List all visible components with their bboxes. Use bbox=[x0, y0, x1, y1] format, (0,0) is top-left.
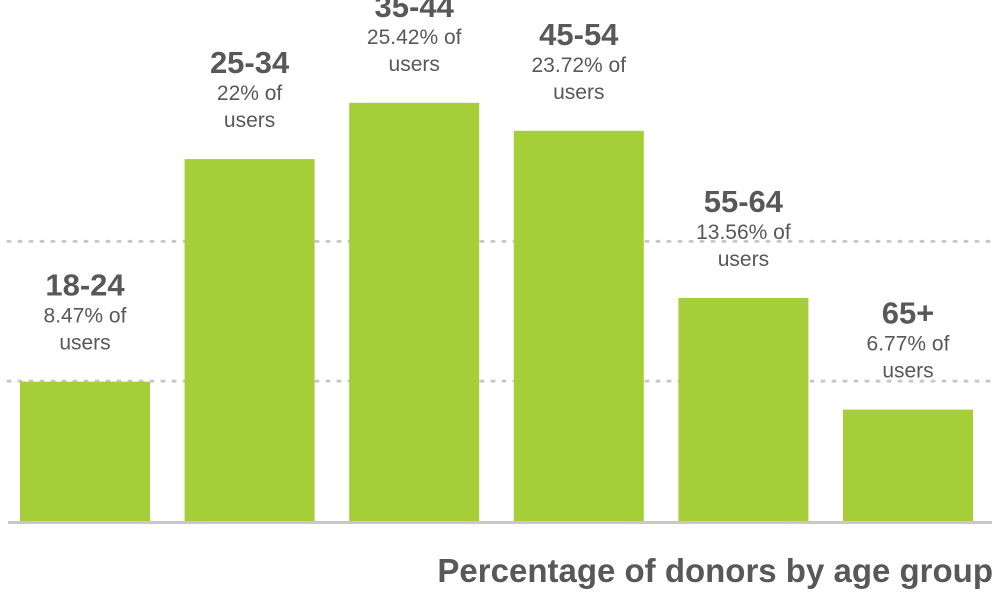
value-label-45-54-line-2: users bbox=[553, 81, 604, 104]
category-label-45-54: 45-54 bbox=[539, 17, 619, 52]
category-label-25-34: 25-34 bbox=[210, 45, 290, 80]
bar-45-54 bbox=[513, 130, 644, 521]
value-label-35-44-line-1: 25.42% of bbox=[367, 26, 462, 49]
chart-title: Percentage of donors by age group bbox=[437, 552, 993, 589]
value-label-65+-line-2: users bbox=[882, 360, 933, 383]
category-label-35-44: 35-44 bbox=[375, 0, 455, 24]
bar-35-44 bbox=[349, 102, 480, 521]
bars bbox=[20, 102, 973, 521]
bar-18-24 bbox=[20, 381, 150, 521]
value-label-18-24-line-1: 8.47% of bbox=[44, 305, 127, 328]
value-label-35-44-line-2: users bbox=[389, 53, 440, 76]
value-label-65+-line-1: 6.77% of bbox=[867, 333, 950, 356]
bar-55-64 bbox=[678, 297, 809, 521]
category-label-65+: 65+ bbox=[882, 296, 935, 331]
category-label-55-64: 55-64 bbox=[704, 184, 784, 219]
value-label-45-54-line-1: 23.72% of bbox=[532, 54, 627, 77]
value-label-55-64-line-2: users bbox=[718, 248, 769, 271]
value-label-25-34-line-1: 22% of bbox=[217, 82, 283, 105]
value-label-55-64-line-1: 13.56% of bbox=[696, 221, 791, 244]
gridlines bbox=[6, 239, 994, 383]
bar-65+ bbox=[843, 409, 973, 521]
value-label-25-34-line-2: users bbox=[224, 109, 275, 132]
category-label-18-24: 18-24 bbox=[45, 268, 125, 303]
bar-25-34 bbox=[184, 159, 315, 521]
value-label-18-24-line-2: users bbox=[59, 332, 110, 355]
